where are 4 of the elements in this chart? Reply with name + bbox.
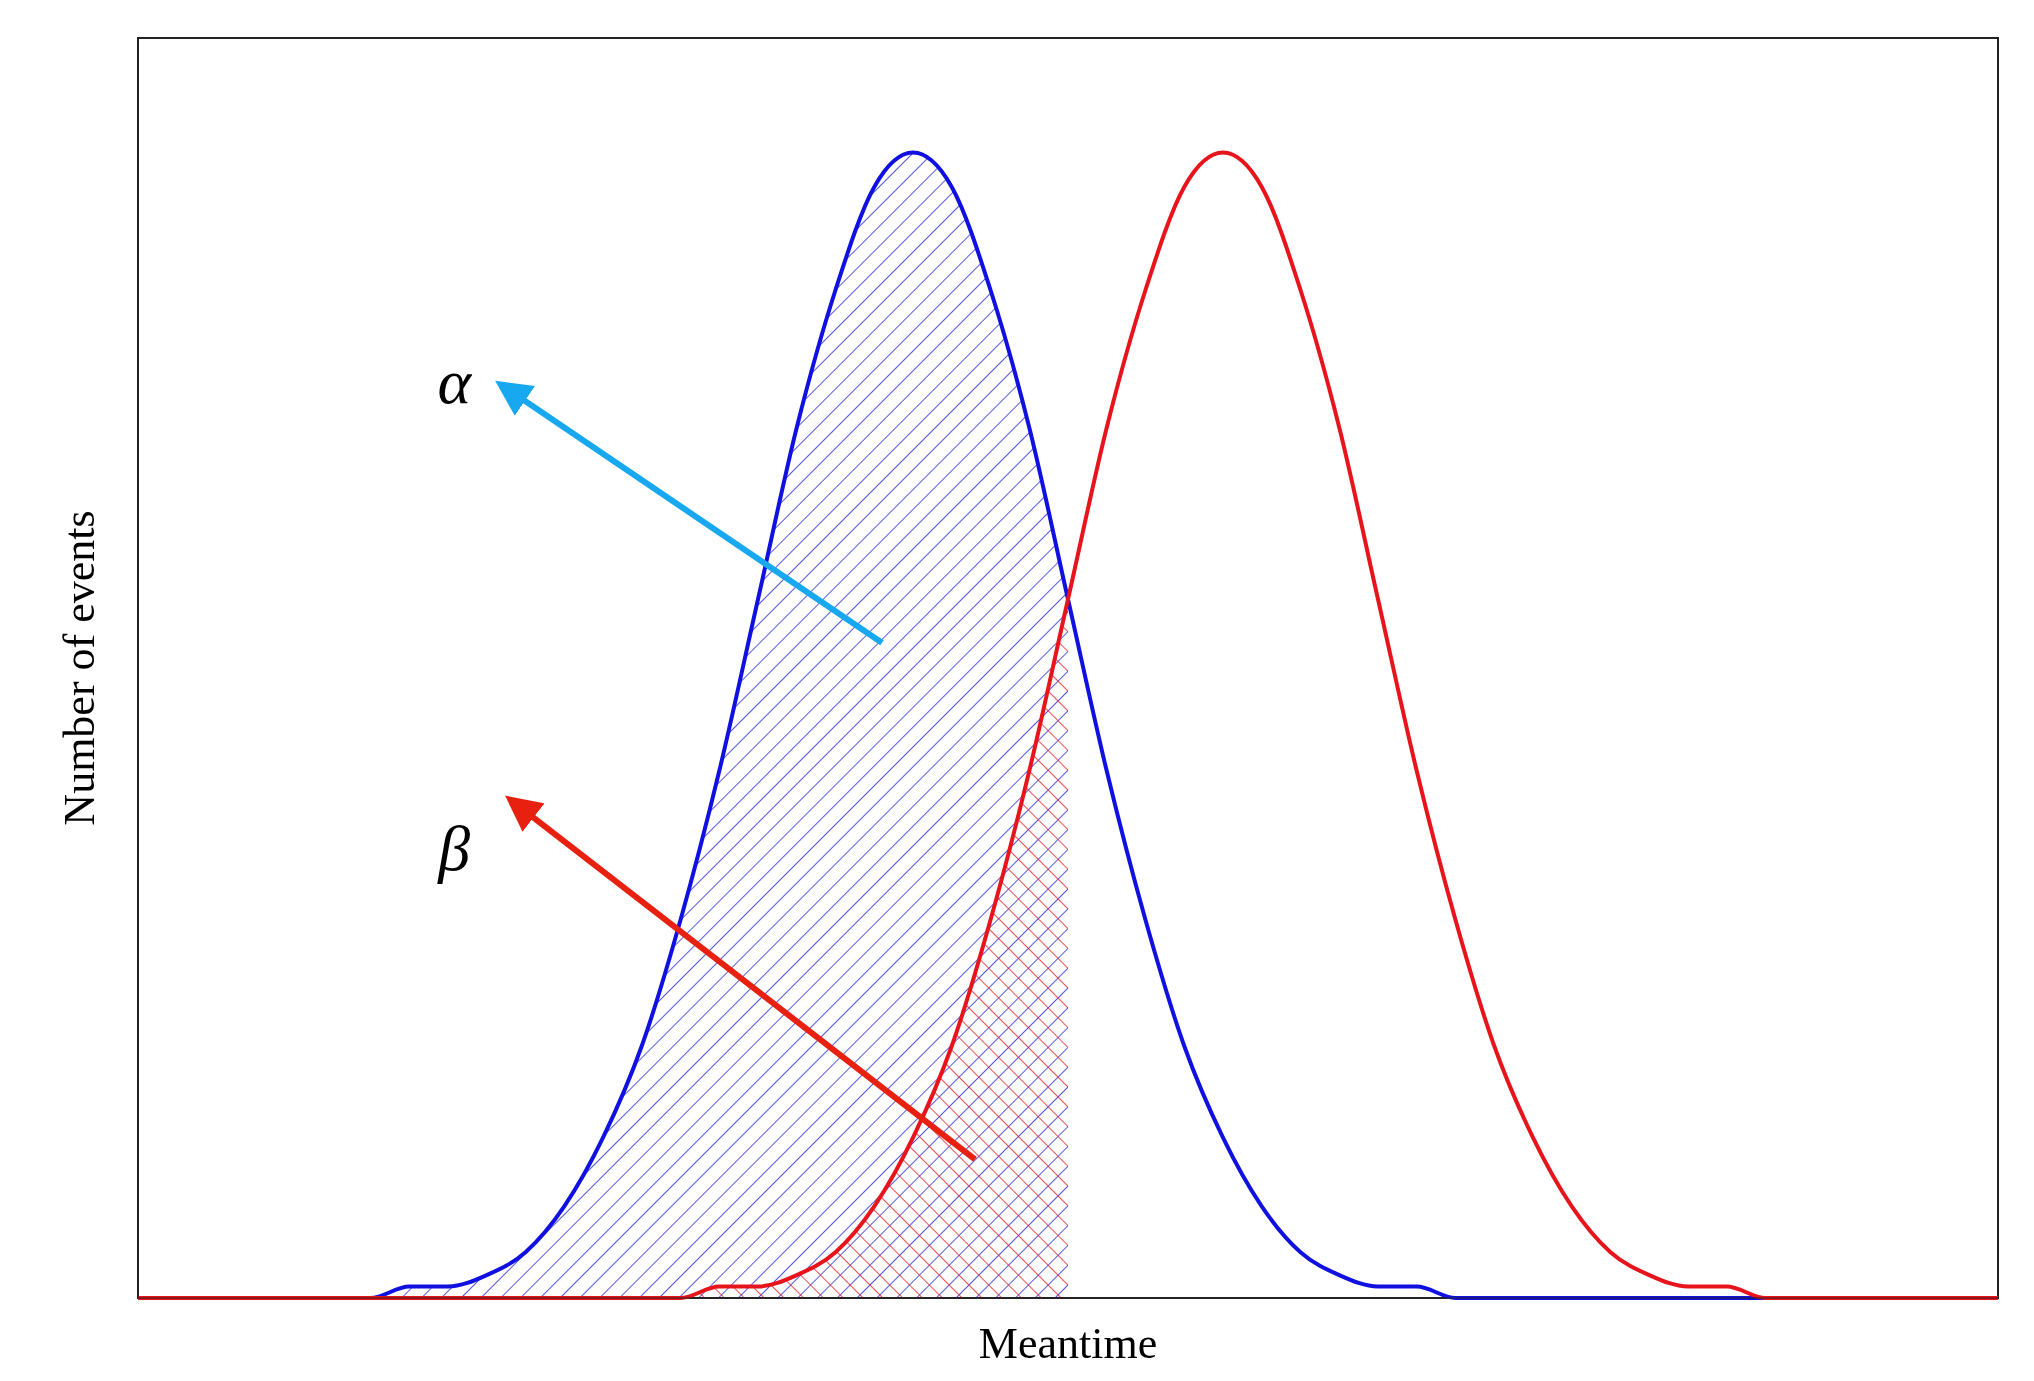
annotation: β xyxy=(436,812,471,884)
annotation: α xyxy=(437,346,473,418)
x-axis-title: Meantime xyxy=(978,1319,1158,1368)
y-axis-title: Number of events xyxy=(54,510,104,826)
